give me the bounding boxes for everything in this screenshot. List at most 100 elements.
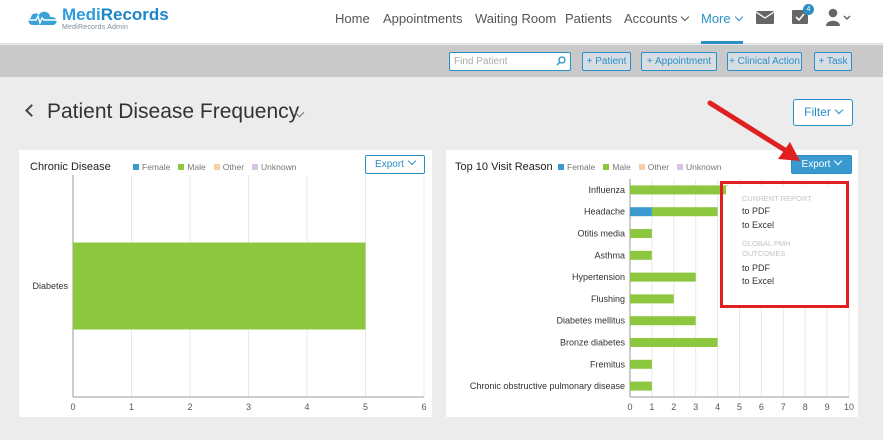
legend-female: Female bbox=[142, 162, 171, 172]
nav-waiting-room[interactable]: Waiting Room bbox=[475, 11, 557, 26]
chronic-export-button[interactable]: Export bbox=[365, 155, 425, 174]
main-nav: Home Appointments Waiting Room Patients … bbox=[0, 0, 883, 44]
visit-bar-male[interactable] bbox=[630, 316, 696, 326]
visit-category-label: Otitis media bbox=[577, 229, 625, 239]
visit-x-tick-label: 5 bbox=[737, 402, 742, 412]
global-to-pdf-item[interactable]: to PDF bbox=[742, 263, 771, 273]
legend-female-swatch bbox=[558, 164, 564, 170]
chronic-x-tick-label: 0 bbox=[70, 402, 75, 412]
chronic-disease-panel: Chronic Disease Female Male Other Unknow… bbox=[19, 150, 432, 417]
chronic-category-label: Diabetes bbox=[32, 281, 68, 291]
nav-patients[interactable]: Patients bbox=[565, 11, 612, 26]
user-icon[interactable] bbox=[826, 8, 852, 26]
visit-x-tick-label: 0 bbox=[627, 402, 632, 412]
chevron-down-icon bbox=[681, 12, 690, 22]
global-pmh-header: GLOBAL PMH OUTCOMES bbox=[742, 239, 791, 258]
visit-bar-male[interactable] bbox=[630, 185, 729, 195]
add-clinical-action-button[interactable]: + Clinical Action bbox=[727, 52, 802, 71]
visit-reason-chart: 0 1 2 3 4 5 6 7 8 9 10 Influenza Headache Otitis medi… bbox=[470, 179, 854, 412]
nav-appointments[interactable]: Appointments bbox=[383, 11, 463, 26]
brand-name-part1: Medi bbox=[62, 5, 101, 24]
legend-unknown-swatch bbox=[252, 164, 259, 170]
task-count-badge: 4 bbox=[803, 4, 814, 15]
visit-x-tick-label: 1 bbox=[649, 402, 654, 412]
global-to-excel-item[interactable]: to Excel bbox=[742, 276, 775, 286]
visit-bar-male[interactable] bbox=[630, 381, 652, 391]
visit-bar-male[interactable] bbox=[630, 250, 652, 260]
visit-category-label: Hypertension bbox=[572, 272, 625, 282]
chronic-bar-male[interactable] bbox=[73, 242, 366, 330]
back-chevron-icon[interactable] bbox=[25, 104, 38, 117]
chronic-legend: Female Male Other Unknown bbox=[125, 162, 296, 172]
nav-accounts-label: Accounts bbox=[624, 11, 678, 26]
mail-icon[interactable] bbox=[756, 11, 774, 24]
visit-legend: Female Male Other Unknown bbox=[550, 162, 721, 172]
current-to-excel-item[interactable]: to Excel bbox=[742, 220, 775, 230]
visit-bar-male[interactable] bbox=[630, 294, 674, 304]
brand-subtitle: MediRecords Admin bbox=[62, 24, 129, 31]
chronic-x-tick-label: 6 bbox=[421, 402, 426, 412]
chronic-x-tick-label: 5 bbox=[363, 402, 368, 412]
legend-unknown-swatch bbox=[677, 164, 684, 170]
visit-category-label: Headache bbox=[584, 207, 625, 217]
visit-bar-male[interactable] bbox=[630, 338, 718, 347]
export-dropdown-menu: CURRENT REPORT to PDF to Excel GLOBAL PM… bbox=[726, 186, 846, 305]
visit-category-label: Diabetes mellitus bbox=[556, 316, 625, 326]
visit-bar-male[interactable] bbox=[651, 207, 718, 217]
visit-bar-female[interactable] bbox=[630, 207, 652, 217]
nav-more-label: More bbox=[701, 11, 731, 26]
legend-male: Male bbox=[612, 162, 631, 172]
legend-male: Male bbox=[187, 162, 206, 172]
add-task-button[interactable]: + Task bbox=[814, 52, 852, 71]
visit-category-label: Asthma bbox=[594, 250, 625, 260]
legend-other: Other bbox=[647, 162, 670, 172]
legend-female: Female bbox=[567, 162, 596, 172]
visit-category-label: Fremitus bbox=[590, 359, 626, 369]
nav-home[interactable]: Home bbox=[335, 11, 370, 26]
chronic-x-tick-label: 4 bbox=[304, 402, 309, 412]
visit-x-tick-label: 4 bbox=[715, 402, 720, 412]
add-patient-button[interactable]: + Patient bbox=[582, 52, 631, 71]
legend-unknown: Unknown bbox=[261, 162, 297, 172]
visit-export-button[interactable]: Export bbox=[791, 155, 852, 174]
current-to-pdf-item[interactable]: to PDF bbox=[742, 206, 771, 216]
add-appointment-button[interactable]: + Appointment bbox=[641, 52, 717, 71]
visit-x-tick-label: 8 bbox=[803, 402, 808, 412]
chronic-export-label: Export bbox=[375, 159, 404, 170]
visit-x-tick-label: 6 bbox=[759, 402, 764, 412]
chronic-x-tick-label: 2 bbox=[187, 402, 192, 412]
filter-button[interactable]: Filter bbox=[793, 99, 853, 126]
chronic-x-tick-label: 3 bbox=[246, 402, 251, 412]
visit-bar-male[interactable] bbox=[630, 229, 652, 238]
active-nav-indicator bbox=[701, 41, 743, 44]
visit-bar-male[interactable] bbox=[630, 359, 652, 369]
visit-x-tick-label: 3 bbox=[693, 402, 698, 412]
top-nav: MediRecords MediRecords Admin Home Appoi… bbox=[0, 0, 883, 44]
search-icon[interactable] bbox=[556, 56, 566, 66]
filter-label: Filter bbox=[804, 105, 831, 119]
legend-other: Other bbox=[222, 162, 245, 172]
page-title[interactable]: Patient Disease Frequency bbox=[47, 100, 300, 123]
visit-x-tick-label: 7 bbox=[781, 402, 786, 412]
visit-category-label: Bronze diabetes bbox=[560, 338, 626, 348]
action-bar: Find Patient + Patient + Appointment + C… bbox=[0, 45, 883, 77]
chevron-down-icon bbox=[734, 12, 743, 22]
legend-male-swatch bbox=[603, 164, 610, 170]
brand-name-part2: Records bbox=[100, 5, 169, 24]
annotation-arrow-icon bbox=[707, 100, 800, 161]
visit-category-label: Flushing bbox=[591, 294, 625, 304]
nav-more[interactable]: More bbox=[701, 11, 743, 26]
visit-chart-title: Top 10 Visit Reason bbox=[455, 161, 553, 173]
find-patient-input[interactable]: Find Patient bbox=[449, 52, 571, 71]
legend-other-swatch bbox=[213, 164, 220, 170]
brand-logo[interactable]: MediRecords MediRecords Admin bbox=[26, 6, 169, 31]
visit-x-tick-label: 10 bbox=[844, 402, 854, 412]
chevron-down-icon bbox=[834, 105, 844, 115]
chronic-disease-chart: 0 1 2 3 4 5 6 Diabetes bbox=[32, 175, 427, 412]
legend-female-swatch bbox=[133, 164, 139, 170]
chronic-chart-title: Chronic Disease bbox=[30, 161, 111, 173]
nav-accounts[interactable]: Accounts bbox=[624, 11, 690, 26]
visit-bar-male[interactable] bbox=[630, 272, 696, 282]
current-report-header: CURRENT REPORT bbox=[742, 194, 812, 203]
visit-export-label: Export bbox=[801, 159, 831, 170]
